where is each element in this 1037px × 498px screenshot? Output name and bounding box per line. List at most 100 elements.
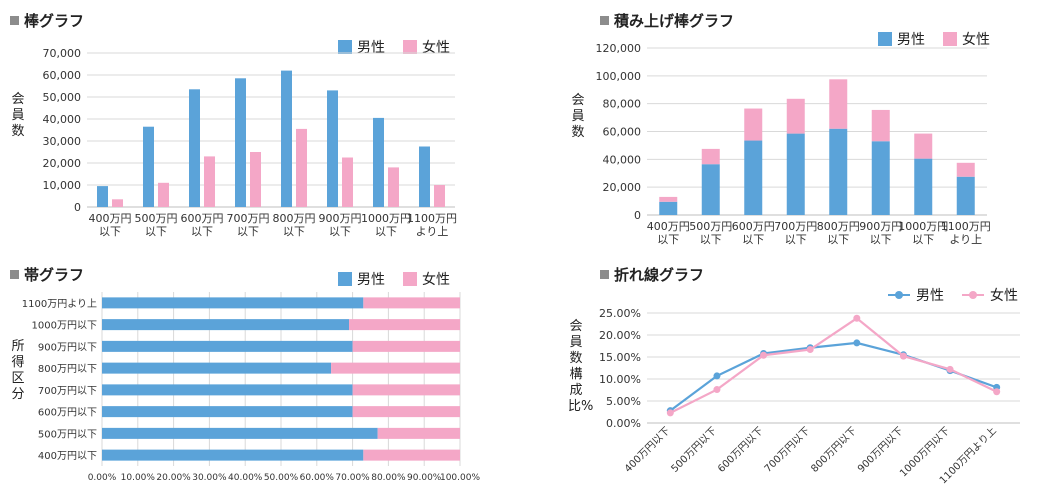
y-tick-label: 1000万円以下 [32,321,97,332]
band-male [102,297,364,309]
bar-female [296,128,307,207]
y-tick-label: 0 [74,201,81,214]
point-female [993,388,1001,396]
y-tick-label: 800万円以下 [38,364,97,375]
title-square-icon [600,16,609,25]
x-tick-label: 700万円以下 [763,425,813,475]
stacked-chart-title: 積み上げ棒グラフ [600,10,734,31]
x-tick-label: 400万円以下 [647,220,690,246]
x-tick-label: 0.00% [88,473,117,483]
point-female [713,386,721,394]
y-tick-label: 40,000 [43,113,82,126]
bar-female [956,162,975,177]
y-tick-label: 60,000 [43,69,82,82]
y-tick-label: 30,000 [43,135,82,148]
title-square-icon [600,270,609,279]
bar-male [281,70,292,207]
stacked-chart-panel: 積み上げ棒グラフ 男性 女性 会員数 0 20,000 40,000 60,000 80… [560,0,1037,250]
band-chart-title: 帯グラフ [10,264,84,285]
y-tick-label: 10,000 [43,179,82,192]
y-tick-label: 25.00% [599,307,641,320]
y-tick-label: 120,000 [596,42,642,55]
point-female [760,351,768,359]
y-tick-label: 60,000 [603,126,642,139]
band-male [102,362,332,374]
band-chart-panel: 帯グラフ 男性 女性 所得区分 0.00% 10.00% 20.00% 30.00% 4… [0,255,480,498]
x-tick-label: 600万円以下 [732,220,775,246]
line-chart-title-text: 折れ線グラフ [614,266,705,284]
band-male [102,427,378,439]
bar-male [871,141,890,215]
bar-chart-legend: 男性 女性 [320,37,450,57]
legend-female: 女性 [403,37,450,57]
legend-male-line-marker [888,291,910,299]
x-tick-label: 60.00% [300,473,335,483]
legend-male: 男性 [338,37,385,57]
band-chart-svg: 0.00% 10.00% 20.00% 30.00% 40.00% 50.00% 60.00… [22,292,480,483]
band-male [102,449,364,461]
band-female [363,449,460,461]
bar-female [744,108,763,141]
band-female [349,319,460,331]
y-tick-label: 400万円以下 [38,451,97,462]
bar-chart-svg: 0 10,000 20,000 30,000 40,000 50,000 60,000 70,… [43,47,458,238]
bar-female [204,156,215,207]
bar-female [659,196,678,202]
y-tick-label: 1100万円より上 [22,298,97,310]
y-tick-label: 700万円以下 [38,386,97,397]
y-tick-label: 70,000 [43,47,82,60]
x-tick-label: 90.00% [407,473,442,483]
point-female [666,409,674,417]
legend-male: 男性 [338,269,385,289]
bar-female [701,148,720,165]
line-chart-legend: 男性 女性 [870,285,1018,305]
band-chart-legend: 男性 女性 [320,269,450,289]
band-chart-title-text: 帯グラフ [24,266,85,284]
bar-female [829,79,848,129]
x-tick-label: 80.00% [371,473,406,483]
legend-female-swatch [403,40,417,54]
band-female [377,427,460,439]
bar-female [871,109,890,142]
x-tick-label: 800万円以下 [273,212,316,238]
bar-female [434,185,445,207]
y-tick-label: 900万円以下 [38,342,97,353]
y-tick-label: 0.00% [606,417,641,430]
bar-male [914,158,933,215]
y-tick-label: 15.00% [599,351,641,364]
bar-female [786,98,805,134]
bar-female [158,182,169,207]
bar-male [373,117,384,207]
band-female [331,362,460,374]
y-tick-label: 10.00% [599,373,641,386]
x-tick-label: 500万円以下 [135,212,178,238]
bar-female [250,152,261,207]
y-tick-label: 600万円以下 [38,408,97,419]
line-chart-svg: 0.00% 5.00% 10.00% 15.00% 20.00% 25.00% 400万円以… [599,307,1020,486]
y-tick-label: 80,000 [603,98,642,111]
x-tick-label: 900万円以下 [859,220,902,246]
bar-male [701,164,720,215]
point-female [899,352,907,360]
bar-male [235,78,246,207]
legend-female-swatch [943,32,957,46]
x-tick-label: 900万円以下 [319,212,362,238]
x-tick-label: 30.00% [192,473,227,483]
y-tick-label: 40,000 [603,153,642,166]
y-tick-label: 500万円以下 [38,429,97,440]
point-female [946,365,954,373]
bar-chart-title: 棒グラフ [10,10,84,31]
band-female [352,340,460,352]
x-tick-label: 400万円以下 [89,212,132,238]
series-line-female [669,316,998,414]
bar-male [744,140,763,215]
stacked-chart-ylabel: 会員数 [571,93,585,140]
y-tick-label: 0 [634,209,641,222]
bar-male [143,126,154,207]
bar-male [659,201,678,215]
y-tick-label: 5.00% [606,395,641,408]
x-tick-label: 700万円以下 [774,220,817,246]
bar-chart-ylabel: 会員数 [11,92,25,139]
x-tick-label: 40.00% [228,473,263,483]
bar-male [189,89,200,207]
